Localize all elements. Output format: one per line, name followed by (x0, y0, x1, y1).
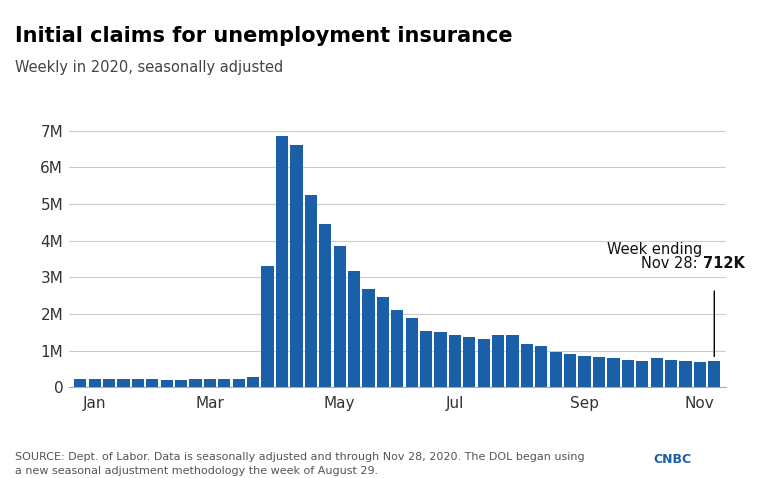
Bar (679, 361, 691, 387)
Bar (549, 352, 562, 387)
Bar (74, 379, 86, 387)
Bar (189, 380, 202, 387)
Bar (377, 297, 389, 387)
Text: 712K: 712K (703, 256, 745, 271)
Bar (536, 347, 548, 387)
Bar (247, 377, 259, 387)
Bar (665, 360, 677, 387)
Text: CNBC: CNBC (653, 453, 691, 466)
Bar (564, 355, 576, 387)
Bar (578, 356, 591, 387)
Bar (118, 379, 130, 387)
Bar (362, 289, 374, 387)
Bar (290, 145, 303, 387)
Bar (103, 379, 115, 387)
Bar (204, 380, 216, 387)
Text: SOURCE: Dept. of Labor. Data is seasonally adjusted and through Nov 28, 2020. Th: SOURCE: Dept. of Labor. Data is seasonal… (15, 452, 585, 476)
Bar (391, 310, 403, 387)
Bar (261, 266, 274, 387)
Bar (146, 380, 158, 387)
Bar (708, 361, 720, 387)
Bar (478, 339, 490, 387)
Bar (305, 195, 317, 387)
Bar (463, 337, 475, 387)
Bar (694, 362, 706, 387)
Text: Weekly in 2020, seasonally adjusted: Weekly in 2020, seasonally adjusted (15, 60, 283, 75)
Bar (607, 358, 620, 387)
Bar (636, 361, 649, 387)
Bar (521, 344, 533, 387)
Bar (334, 246, 346, 387)
Bar (406, 318, 418, 387)
Bar (175, 380, 187, 387)
Text: Initial claims for unemployment insurance: Initial claims for unemployment insuranc… (15, 26, 513, 46)
Bar (89, 380, 101, 387)
Bar (435, 332, 447, 387)
Bar (448, 335, 461, 387)
Bar (219, 380, 231, 387)
Bar (233, 380, 245, 387)
Bar (276, 136, 288, 387)
Bar (622, 359, 634, 387)
Bar (420, 331, 432, 387)
Bar (492, 335, 504, 387)
Bar (593, 357, 605, 387)
Bar (507, 335, 519, 387)
Bar (650, 358, 662, 387)
Bar (132, 380, 144, 387)
Text: Week ending: Week ending (607, 242, 703, 257)
Bar (160, 380, 173, 387)
Text: Nov 28:: Nov 28: (642, 256, 703, 271)
Bar (319, 224, 332, 387)
Bar (348, 271, 360, 387)
